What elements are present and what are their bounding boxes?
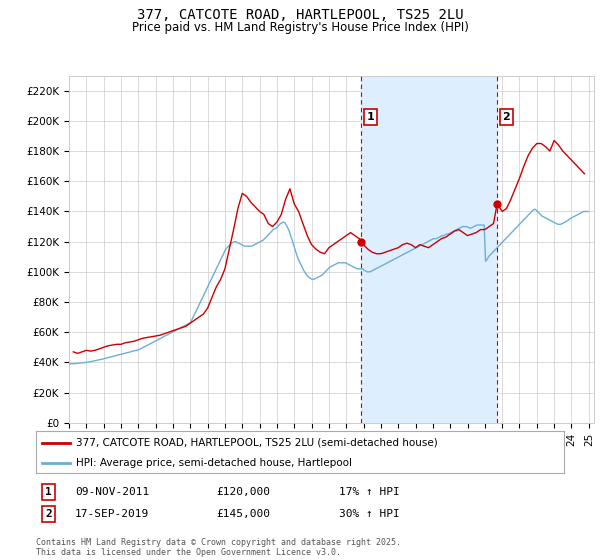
Text: 17% ↑ HPI: 17% ↑ HPI (339, 487, 400, 497)
Text: Price paid vs. HM Land Registry's House Price Index (HPI): Price paid vs. HM Land Registry's House … (131, 21, 469, 34)
Text: 17-SEP-2019: 17-SEP-2019 (75, 509, 149, 519)
Text: 09-NOV-2011: 09-NOV-2011 (75, 487, 149, 497)
Text: 377, CATCOTE ROAD, HARTLEPOOL, TS25 2LU (semi-detached house): 377, CATCOTE ROAD, HARTLEPOOL, TS25 2LU … (76, 438, 437, 448)
Text: 2: 2 (502, 112, 510, 122)
Text: 30% ↑ HPI: 30% ↑ HPI (339, 509, 400, 519)
Bar (361, 76, 497, 423)
Text: 1: 1 (45, 487, 52, 497)
Text: HPI: Average price, semi-detached house, Hartlepool: HPI: Average price, semi-detached house,… (76, 458, 352, 468)
Text: £120,000: £120,000 (216, 487, 270, 497)
Text: 377, CATCOTE ROAD, HARTLEPOOL, TS25 2LU: 377, CATCOTE ROAD, HARTLEPOOL, TS25 2LU (137, 8, 463, 22)
Text: 1: 1 (367, 112, 374, 122)
Text: Contains HM Land Registry data © Crown copyright and database right 2025.
This d: Contains HM Land Registry data © Crown c… (36, 538, 401, 557)
Text: 2: 2 (45, 509, 52, 519)
Text: £145,000: £145,000 (216, 509, 270, 519)
